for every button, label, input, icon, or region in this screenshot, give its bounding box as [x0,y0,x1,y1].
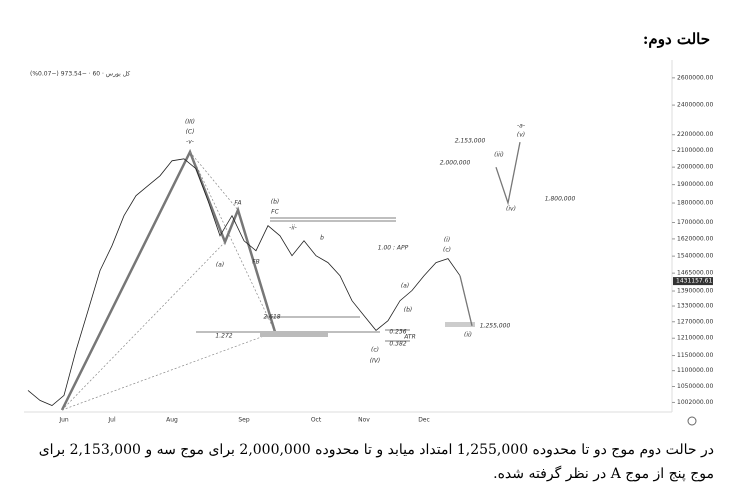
caption: در حالت دوم موج دو تا محدوده 1,255,000 ا… [38,442,714,482]
annotation: (ii) [464,332,472,339]
annotation: 0.382 [389,341,406,348]
annotation: (a) [216,262,224,269]
chart-bg [24,60,714,432]
y-tick-label: 1150000.00 [677,352,713,359]
annotation: (C) [186,129,195,136]
y-tick-label: 1002000.00 [677,399,713,406]
annotation: (b) [271,199,280,206]
annotation: 1.272 [215,333,232,340]
annotation: (III) [185,119,195,126]
annotation: (iv) [506,206,516,213]
chart-title: کل بورس · 60 · −973.54 (−0.07%) [30,71,130,78]
annotation: ATR [403,334,416,341]
x-tick-label: Nov [358,417,370,424]
annotation: (i) [444,237,450,244]
settings-icon[interactable] [687,416,697,426]
heading: حالت دوم: [642,30,710,48]
annotation: -ii- [289,225,297,232]
annotation: FA [234,200,241,207]
annotation: (b) [404,307,413,314]
y-tick-label: 2600000.00 [677,74,713,81]
y-tick-label: 2100000.00 [677,147,713,154]
annotation: -a- [517,123,525,130]
x-tick-label: Oct [311,417,322,424]
x-tick-label: Jun [58,417,69,424]
annotation: 1,800,000 [545,196,576,203]
y-tick-label: 2200000.00 [677,131,713,138]
y-tick-label: 1390000.00 [677,288,713,295]
price-line [27,158,461,406]
annotation: -v- [186,139,194,146]
annotation: (c) [443,247,451,254]
y-tick-label: 1330000.00 [677,303,713,310]
chart: کل بورس · 60 · −973.54 (−0.07%) 2600000.… [24,60,714,432]
annotation: 2.618 [263,314,280,321]
x-tick-label: Jul [107,417,116,424]
y-tick-label: 1100000.00 [677,367,713,374]
y-tick-label: 1900000.00 [677,181,713,188]
annotation: (IV) [370,358,381,365]
y-tick-label: 1270000.00 [677,318,713,325]
annotation: 2,000,000 [440,160,471,167]
annotation: 0.236 [389,329,406,336]
y-tick-label: 1050000.00 [677,383,713,390]
annotation: b [320,235,324,242]
y-tick-label: 1465000.00 [677,270,713,277]
annotation: 2,153,000 [455,138,486,145]
target-zone [445,322,475,327]
zone [260,331,328,337]
y-tick-label: 1540000.00 [677,253,713,260]
annotation: (c) [371,347,379,354]
x-tick-label: Sep [238,417,250,424]
last-price-label: 1431157.61 [676,278,712,285]
y-tick-label: 1700000.00 [677,219,713,226]
annotation: 1,255,000 [480,323,511,330]
y-tick-label: 2400000.00 [677,102,713,109]
y-tick-label: 1800000.00 [677,200,713,207]
annotation: (iii) [494,152,504,159]
x-tick-label: Dec [418,417,430,424]
guide-lines [61,151,276,411]
y-tick-label: 1210000.00 [677,335,713,342]
annotation: FB [252,259,260,266]
annotation: FC [271,209,279,216]
annotation: (v) [517,132,525,139]
y-tick-label: 2000000.00 [677,164,713,171]
projection-line [459,141,521,326]
y-tick-label: 1620000.00 [677,235,713,242]
x-tick-label: Aug [166,417,178,424]
annotation: (a) [401,283,409,290]
annotation: 1.00 : APP [378,245,409,252]
last-price-box [673,277,713,286]
